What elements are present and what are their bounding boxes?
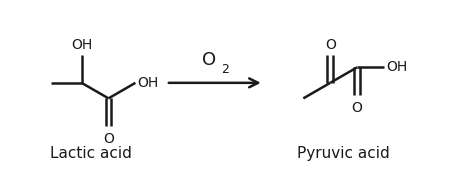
Text: O: O bbox=[103, 132, 114, 146]
Text: OH: OH bbox=[386, 60, 408, 74]
Text: O: O bbox=[352, 101, 363, 115]
Text: OH: OH bbox=[71, 38, 92, 52]
Text: O: O bbox=[325, 38, 336, 52]
Text: OH: OH bbox=[137, 76, 159, 90]
Text: 2: 2 bbox=[220, 63, 228, 76]
Text: Pyruvic acid: Pyruvic acid bbox=[297, 146, 390, 161]
Text: O: O bbox=[202, 51, 217, 69]
Text: Lactic acid: Lactic acid bbox=[50, 146, 131, 161]
